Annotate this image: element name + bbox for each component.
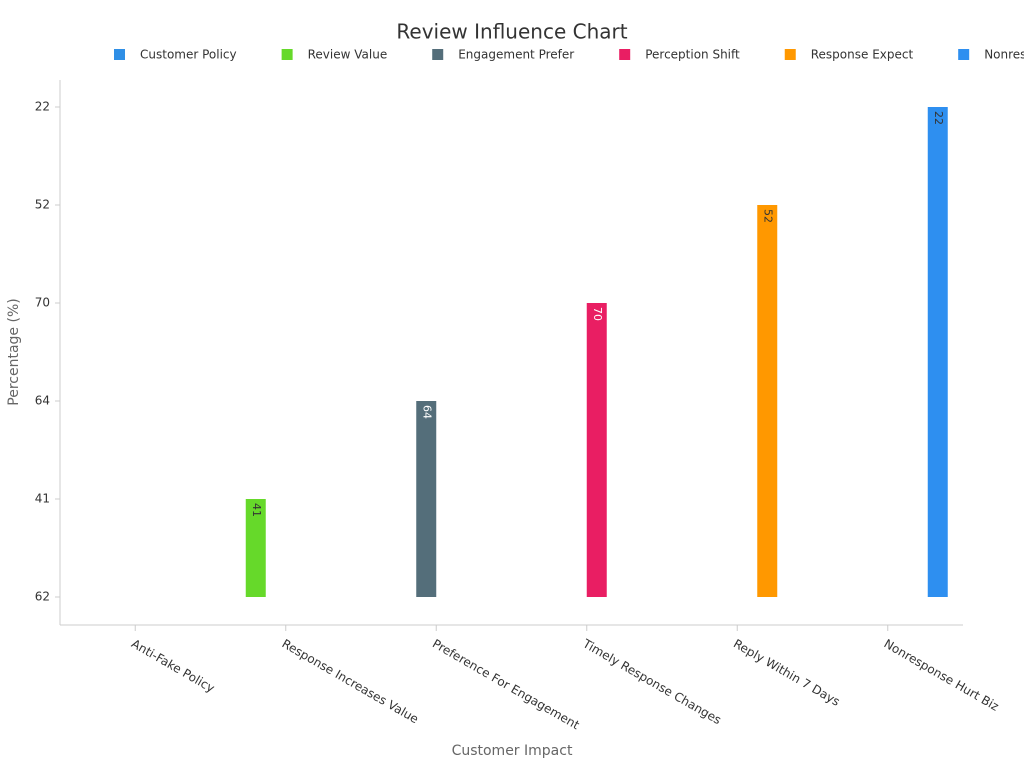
y-tick-label: 22 (35, 100, 50, 114)
legend-swatch (958, 49, 970, 60)
y-tick-label: 70 (35, 296, 50, 310)
bar-value-label: 52 (761, 209, 774, 223)
x-tick-label: Response Increases Value (280, 637, 421, 727)
x-tick-label: Timely Response Changes (580, 636, 724, 727)
y-tick-label: 52 (35, 198, 50, 212)
legend-swatch (784, 49, 796, 60)
legend-label: Engagement Prefer (458, 48, 574, 62)
bar-value-label: 41 (250, 503, 263, 517)
legend-swatch (114, 49, 125, 60)
bar (586, 303, 607, 597)
legend-label: Review Value (308, 48, 388, 62)
chart-title: Review Influence Chart (396, 20, 627, 44)
bar (927, 107, 948, 597)
x-tick-label: Reply Within 7 Days (731, 637, 842, 709)
y-tick-label: 62 (35, 590, 50, 604)
bar (757, 205, 778, 597)
legend-label: Perception Shift (645, 48, 740, 62)
x-tick-label: Preference For Engagement (430, 637, 582, 733)
x-tick-label: Anti-Fake Policy (129, 637, 217, 696)
x-axis-label: Customer Impact (452, 743, 573, 759)
legend-swatch (281, 49, 293, 60)
legend-label: Customer Policy (140, 48, 237, 62)
y-tick-label: 41 (35, 492, 50, 506)
legend-swatch (619, 49, 631, 60)
bar-value-label: 64 (420, 405, 433, 419)
x-tick-label: Nonresponse Hurt Biz (882, 637, 1002, 714)
legend-label: Response Expect (811, 48, 914, 62)
y-tick-label: 64 (35, 394, 50, 408)
legend-swatch (432, 49, 444, 60)
bar-value-label: 70 (591, 307, 604, 321)
bar (416, 401, 437, 597)
bar-value-label: 22 (932, 111, 945, 125)
legend-label: Nonresponse Risk (984, 48, 1024, 62)
bar (245, 499, 266, 597)
y-axis-label: Percentage (%) (6, 298, 22, 405)
